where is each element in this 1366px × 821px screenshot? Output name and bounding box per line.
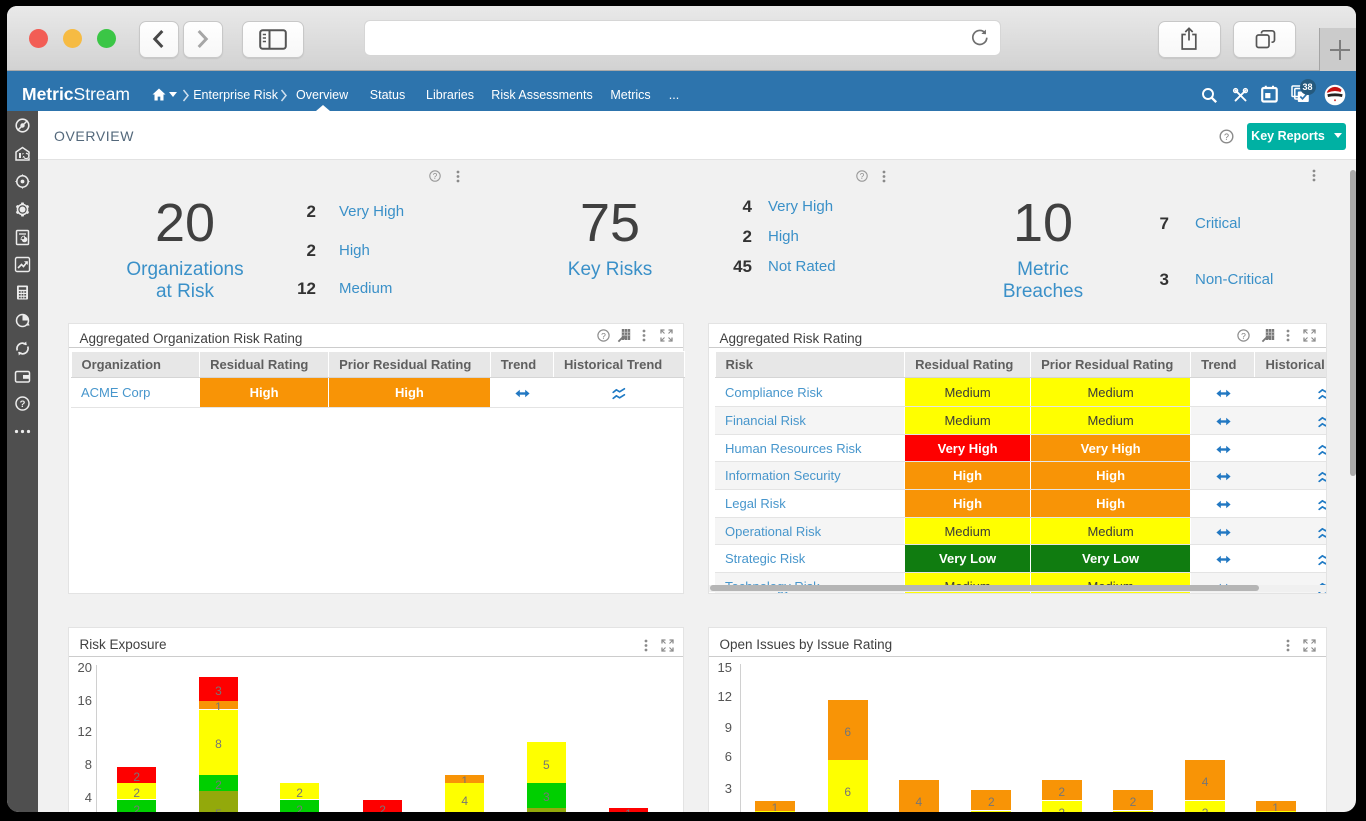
svg-text:?: ?: [20, 399, 26, 410]
svg-text:?: ?: [601, 331, 606, 341]
svg-text:?: ?: [1224, 132, 1229, 142]
svg-text:?: ?: [1241, 331, 1246, 341]
svg-text:?: ?: [860, 172, 865, 181]
svg-text:?: ?: [433, 172, 438, 181]
